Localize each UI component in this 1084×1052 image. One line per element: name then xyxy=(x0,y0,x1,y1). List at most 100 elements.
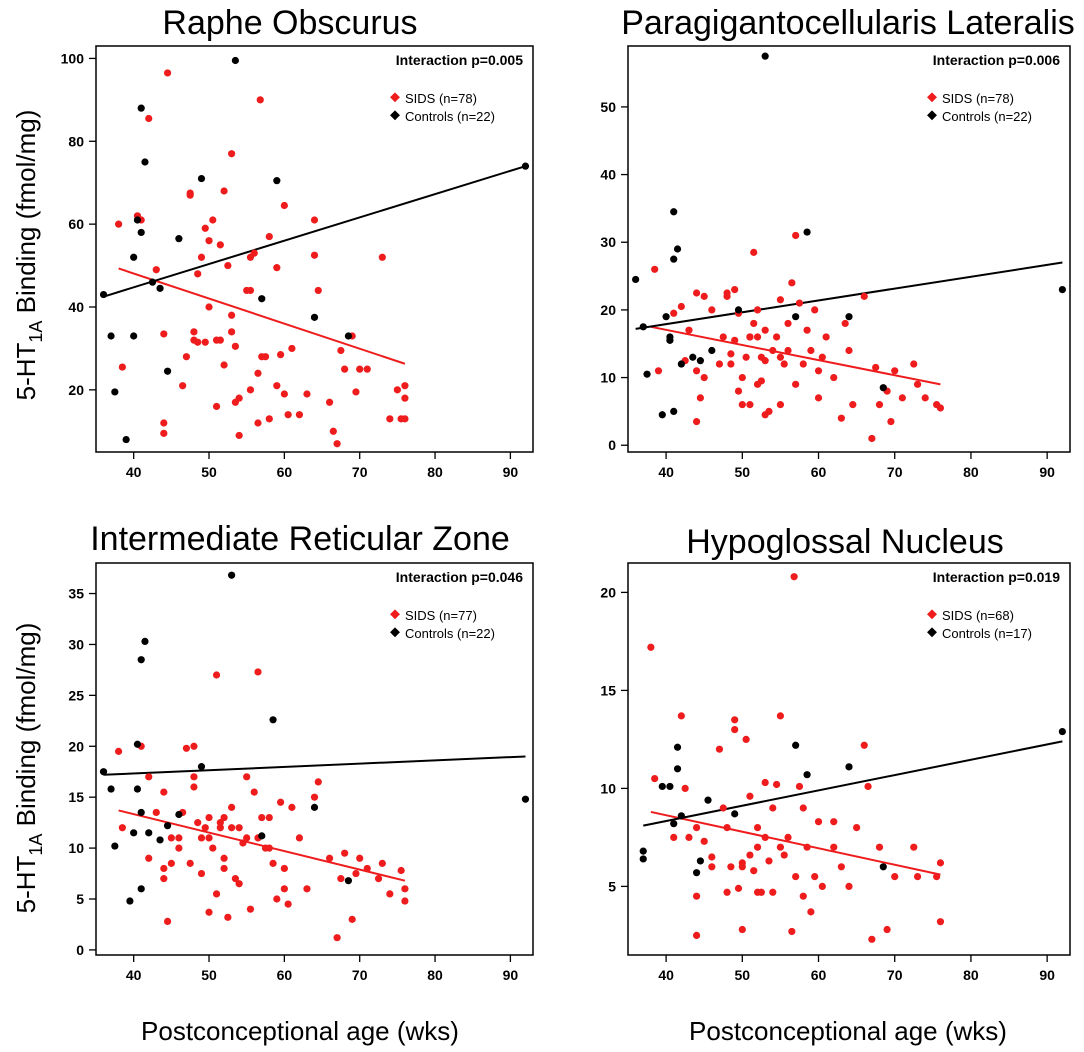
data-point xyxy=(246,905,255,913)
data-point xyxy=(677,302,685,311)
data-point xyxy=(811,873,819,881)
plot-frame xyxy=(95,45,534,453)
data-point xyxy=(936,859,945,867)
legend-entry: Controls (n=22) xyxy=(405,109,495,124)
data-point xyxy=(681,784,689,793)
y-tick-label: 40 xyxy=(600,167,616,183)
data-point xyxy=(163,367,172,375)
data-point xyxy=(163,69,172,77)
data-point xyxy=(333,440,341,448)
legend-marker xyxy=(390,627,400,638)
data-point xyxy=(792,313,800,321)
data-point xyxy=(190,742,198,750)
x-tick-label: 60 xyxy=(811,464,827,480)
data-point xyxy=(273,895,281,903)
y-tick-label: 0 xyxy=(608,437,616,453)
y-tick-label: 10 xyxy=(600,370,616,386)
data-point xyxy=(130,253,138,261)
data-point xyxy=(784,833,792,842)
data-point xyxy=(160,864,168,873)
y-tick-label: 60 xyxy=(68,216,84,232)
data-point xyxy=(845,763,853,771)
data-point xyxy=(186,189,194,197)
data-point xyxy=(845,346,853,355)
legend-marker xyxy=(390,609,400,620)
x-tick-label: 60 xyxy=(277,967,293,983)
data-point xyxy=(784,346,792,355)
data-point xyxy=(704,796,712,804)
data-point xyxy=(220,864,228,873)
data-point xyxy=(182,744,191,752)
data-point xyxy=(228,803,236,811)
y-tick-label: 30 xyxy=(68,636,84,652)
data-point xyxy=(913,380,922,388)
data-point xyxy=(776,353,785,361)
data-point xyxy=(122,435,130,444)
data-point xyxy=(276,798,285,806)
data-point xyxy=(868,434,876,443)
data-point xyxy=(386,415,394,423)
data-point xyxy=(337,346,345,355)
x-tick-label: 50 xyxy=(201,967,217,983)
data-point xyxy=(152,266,160,274)
y-tick-label: 100 xyxy=(61,50,85,66)
data-point xyxy=(137,808,145,817)
data-point xyxy=(220,361,228,369)
data-point xyxy=(692,417,701,426)
data-point xyxy=(769,346,777,355)
data-point xyxy=(708,863,716,871)
data-point xyxy=(276,351,285,359)
data-point xyxy=(696,857,704,865)
data-point xyxy=(265,844,273,852)
y-tick-label: 20 xyxy=(600,302,616,318)
data-point xyxy=(818,882,826,891)
data-point xyxy=(310,251,319,259)
data-point xyxy=(723,888,731,896)
regression-line xyxy=(103,755,526,776)
data-point xyxy=(803,843,811,851)
data-point xyxy=(790,573,798,581)
data-point xyxy=(303,390,311,398)
legend-marker xyxy=(927,627,937,638)
data-point xyxy=(773,333,781,341)
data-point xyxy=(753,306,762,314)
data-point xyxy=(803,228,811,236)
data-point xyxy=(235,431,243,440)
data-point xyxy=(696,394,704,402)
data-point xyxy=(746,333,754,341)
data-point xyxy=(521,795,530,803)
data-point xyxy=(803,771,811,779)
x-tick-label: 90 xyxy=(503,967,519,983)
data-point xyxy=(224,913,232,921)
data-point xyxy=(773,780,781,789)
data-point xyxy=(356,854,364,862)
data-point xyxy=(761,326,769,334)
data-point xyxy=(841,319,849,328)
data-point xyxy=(243,834,251,842)
plot-frame xyxy=(627,45,1071,453)
data-point xyxy=(107,332,115,340)
data-point xyxy=(201,224,209,232)
data-point xyxy=(137,885,145,893)
data-point xyxy=(179,382,187,390)
data-point xyxy=(639,323,647,331)
legend-marker xyxy=(927,609,937,620)
data-point xyxy=(261,353,270,361)
data-point xyxy=(235,824,243,832)
data-point xyxy=(273,382,281,390)
panel-title-hypoglossal: Hypoglossal Nucleus xyxy=(686,523,1004,561)
data-point xyxy=(156,836,164,844)
data-point xyxy=(280,885,288,893)
data-point xyxy=(341,849,349,857)
legend-entry: Controls (n=22) xyxy=(942,109,1032,124)
data-point xyxy=(692,892,701,900)
data-point xyxy=(761,778,769,787)
data-point xyxy=(864,782,872,791)
data-point xyxy=(814,394,823,402)
data-point xyxy=(742,735,750,744)
data-point xyxy=(872,363,880,372)
data-point xyxy=(186,859,194,867)
data-point xyxy=(205,908,213,916)
data-point xyxy=(753,824,762,832)
data-point xyxy=(126,897,134,905)
